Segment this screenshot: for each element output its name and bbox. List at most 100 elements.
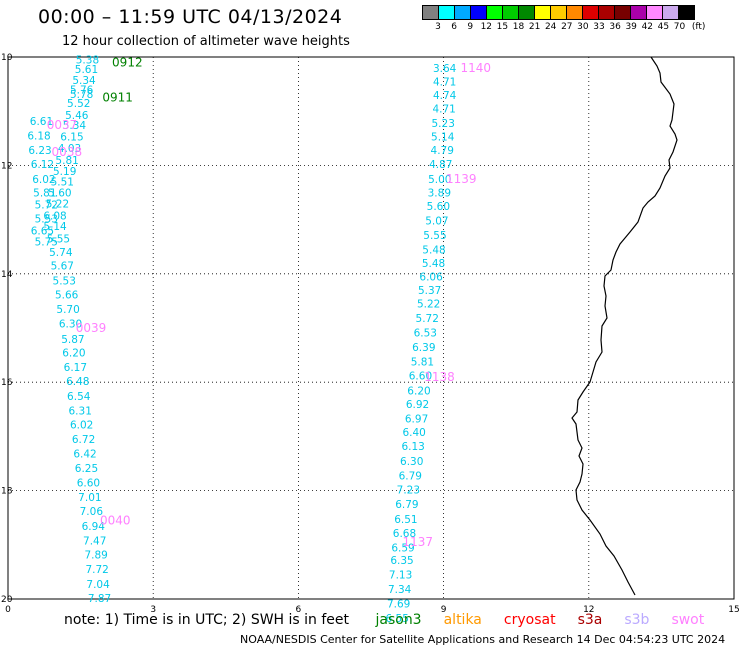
swh-value: 6.06 xyxy=(419,272,443,284)
swh-tracks: 5.385.615.345.765.785.525.465.346.154.03… xyxy=(27,55,456,625)
swh-value: 6.92 xyxy=(406,399,429,411)
x-tick-label: 12 xyxy=(583,605,594,615)
swh-value: 5.48 xyxy=(422,244,445,256)
swh-value: 7.06 xyxy=(80,506,104,518)
swh-value: 6.40 xyxy=(402,427,425,439)
x-tick-label: 9 xyxy=(441,605,447,615)
swh-value: 7.72 xyxy=(85,564,108,576)
swh-value: 6.68 xyxy=(393,528,416,540)
legend-label: 12 xyxy=(480,22,493,32)
satellite-name: s3a xyxy=(577,612,603,628)
pass-time-label: 1138 xyxy=(424,370,455,384)
swh-value: 3.64 xyxy=(433,63,457,75)
swh-value: 5.67 xyxy=(51,261,74,273)
satellite-name: altika xyxy=(443,612,482,628)
swh-value: 4.87 xyxy=(429,159,452,171)
swh-value: 5.70 xyxy=(56,304,79,316)
pass-time-label: 0912 xyxy=(112,55,143,69)
swh-value: 6.48 xyxy=(66,376,89,388)
swh-value: 6.97 xyxy=(405,414,428,426)
swh-value: 6.51 xyxy=(394,514,417,526)
legend-label: 30 xyxy=(577,22,589,32)
swh-value: 6.72 xyxy=(72,434,95,446)
swh-value: 6.65 xyxy=(31,225,54,237)
y-tick-label: 10 xyxy=(1,53,13,63)
swh-value: 7.69 xyxy=(387,598,410,610)
color-legend xyxy=(422,5,695,20)
swh-value: 6.25 xyxy=(75,463,98,475)
swh-value: 5.23 xyxy=(432,118,455,130)
legend-label: 45 xyxy=(657,22,670,32)
swh-value: 5.14 xyxy=(431,132,455,144)
swh-value: 5.81 xyxy=(55,155,78,167)
x-tick-label: 15 xyxy=(728,605,739,615)
pass-time-label: 0911 xyxy=(102,91,133,105)
swh-value: 6.18 xyxy=(27,131,50,143)
swh-value: 5.38 xyxy=(76,55,99,67)
swh-value: 5.60 xyxy=(48,188,71,200)
pass-time-labels: 0912 0911 0037 0038 0039 0040 1140 1139 1138 1137 xyxy=(47,55,491,549)
swh-value: 5.78 xyxy=(70,89,93,101)
swh-value: 7.34 xyxy=(388,584,412,596)
swh-value: 5.22 xyxy=(46,198,69,210)
swh-value: 5.00 xyxy=(428,174,451,186)
swh-value: 4.71 xyxy=(432,103,455,115)
swh-value: 6.59 xyxy=(391,543,414,555)
swh-value: 5.60 xyxy=(427,201,450,213)
coastline xyxy=(571,56,678,596)
pass-time-label: 1140 xyxy=(461,61,492,75)
swh-value: 5.81 xyxy=(411,357,434,369)
y-tick-label: 16 xyxy=(1,378,13,388)
swh-value: 6.35 xyxy=(390,555,413,567)
grid-lines xyxy=(8,57,734,599)
legend-label: 15 xyxy=(496,22,509,32)
legend-label: 6 xyxy=(451,22,457,32)
swh-value: 7.13 xyxy=(389,570,412,582)
pass-time-label: 0039 xyxy=(76,321,107,335)
swh-value: 5.34 xyxy=(72,75,96,87)
swh-value: 6.61 xyxy=(30,116,53,128)
swh-value: 4.71 xyxy=(433,76,456,88)
swh-value: 7.89 xyxy=(84,550,107,562)
credit-line: NOAA/NESDIS Center for Satellite Applica… xyxy=(240,633,726,646)
legend-label: 33 xyxy=(593,22,605,32)
note-line: note: 1) Time is in UTC; 2) SWH is in fe… xyxy=(64,612,704,628)
swh-value: 6.55 xyxy=(386,613,409,625)
pass-time-label: 0040 xyxy=(100,513,131,527)
swh-value: 6.79 xyxy=(399,470,422,482)
swh-value: 5.22 xyxy=(417,299,440,311)
swh-value: 6.20 xyxy=(62,347,85,359)
swh-value: 5.66 xyxy=(55,289,79,301)
satellite-name: s3b xyxy=(624,612,650,628)
satellite-name: cryosat xyxy=(503,612,556,628)
legend-label: 21 xyxy=(528,22,541,32)
swh-value: 5.51 xyxy=(51,177,74,189)
swh-value: 7.47 xyxy=(83,535,106,547)
swh-value: 6.31 xyxy=(69,405,92,417)
swh-value: 4.79 xyxy=(431,145,454,157)
x-tick-label: 6 xyxy=(296,605,302,615)
swh-value: 6.42 xyxy=(73,449,96,461)
chart-title: 00:00 – 11:59 UTC 04/13/2024 xyxy=(38,6,343,28)
swh-value: 6.53 xyxy=(414,327,437,339)
swh-value: 5.87 xyxy=(61,334,84,346)
swh-value: 5.75 xyxy=(35,236,58,248)
satellite-name: jason3 xyxy=(375,612,422,628)
x-tick-label: 0 xyxy=(5,605,11,615)
y-tick-label: 12 xyxy=(1,161,12,171)
swh-value: 6.30 xyxy=(400,456,423,468)
legend-label: (ft) xyxy=(691,22,706,32)
swh-value: 5.74 xyxy=(49,247,73,259)
swh-value: 6.13 xyxy=(401,441,424,453)
swh-value: 6.94 xyxy=(82,521,106,533)
swh-value: 5.34 xyxy=(63,120,87,132)
swh-value: 6.54 xyxy=(67,391,91,403)
legend-label: 70 xyxy=(673,22,686,32)
legend-label: 36 xyxy=(609,22,621,32)
swh-value: 5.72 xyxy=(416,313,439,325)
swh-value: 5.81 xyxy=(33,188,56,200)
swh-value: 5.19 xyxy=(53,166,76,178)
legend-label: 9 xyxy=(467,22,474,32)
swh-value: 5.14 xyxy=(43,221,67,233)
axis-labels: 0 3 6 9 12 15 10 12 14 16 18 20 xyxy=(1,53,740,615)
